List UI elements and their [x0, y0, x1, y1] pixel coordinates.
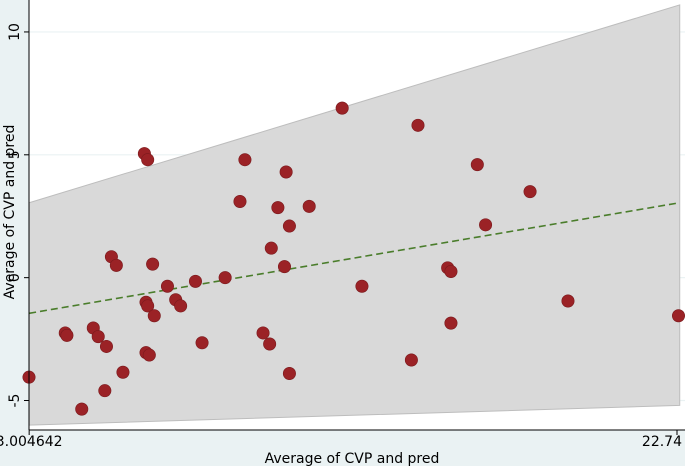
x-axis-ticks: 3.004642 22.74	[0, 430, 682, 450]
data-point	[561, 294, 575, 308]
data-point	[302, 199, 316, 213]
data-point	[195, 336, 209, 350]
y-tick-label: 10	[7, 23, 23, 41]
data-point	[174, 299, 188, 313]
data-point	[238, 153, 252, 167]
data-point	[282, 219, 296, 233]
data-point	[218, 271, 232, 285]
data-point	[256, 326, 270, 340]
x-tick-label: 3.004642	[0, 434, 63, 450]
data-point	[98, 384, 112, 398]
data-point	[160, 279, 174, 293]
data-point	[277, 260, 291, 274]
y-tick-label: 0	[7, 273, 23, 282]
data-point	[188, 274, 202, 288]
data-point	[60, 328, 74, 342]
data-point	[271, 201, 285, 215]
data-point	[444, 265, 458, 279]
y-tick-label: 5	[7, 150, 23, 159]
x-tick-label: 22.74	[642, 434, 682, 450]
data-point	[279, 165, 293, 179]
data-point	[444, 316, 458, 330]
data-point	[523, 185, 537, 199]
y-axis-label: Average of CVP and pred	[2, 125, 18, 300]
data-point	[109, 258, 123, 272]
data-point	[335, 101, 349, 115]
data-point	[282, 366, 296, 380]
data-point	[142, 348, 156, 362]
data-point	[264, 241, 278, 255]
data-point	[263, 337, 277, 351]
y-tick-label: -5	[7, 394, 23, 408]
data-point	[116, 365, 130, 379]
data-point	[91, 330, 105, 344]
data-point	[147, 309, 161, 323]
axes	[28, 0, 685, 431]
data-point	[411, 118, 425, 132]
y-axis-ticks: 10 5 0 -5	[7, 23, 29, 407]
data-point	[75, 402, 89, 416]
data-point	[404, 353, 418, 367]
data-point	[479, 218, 493, 232]
x-axis-label: Average of CVP and pred	[265, 451, 440, 466]
data-point	[99, 339, 113, 353]
data-point	[355, 279, 369, 293]
data-point	[141, 299, 155, 313]
data-point	[141, 153, 155, 167]
data-point	[671, 309, 685, 323]
data-point	[233, 194, 247, 208]
data-point	[470, 158, 484, 172]
data-point	[146, 257, 160, 271]
